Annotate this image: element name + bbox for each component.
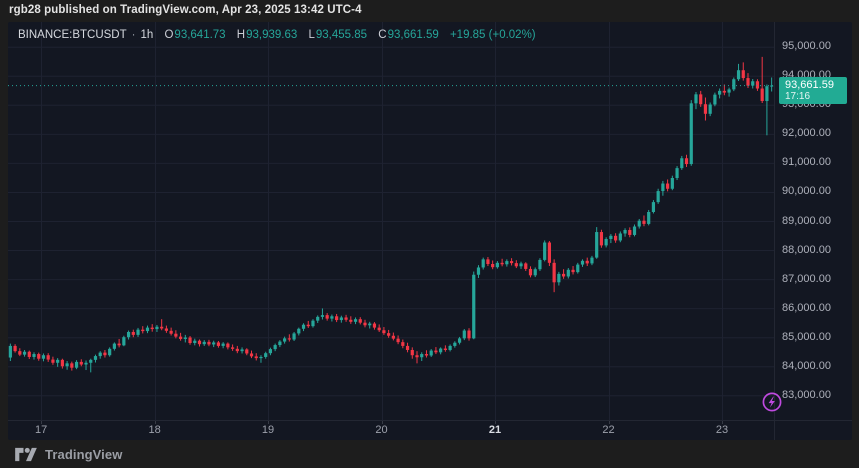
price-axis-label: 86,000.00 <box>782 301 831 314</box>
close-label: C <box>378 29 387 41</box>
time-axis-label: 21 <box>488 424 502 436</box>
attribution-text: rgb28 published on TradingView.com, Apr … <box>9 4 362 16</box>
high-value: 93,939.63 <box>246 29 298 41</box>
open-label: O <box>164 29 174 41</box>
symbol-label[interactable]: BINANCE:BTCUSDT <box>18 29 127 41</box>
price-axis-label: 92,000.00 <box>782 127 831 140</box>
time-axis-label: 18 <box>148 424 161 436</box>
time-axis-label: 19 <box>261 424 275 436</box>
tradingview-logo[interactable]: TradingView <box>14 447 122 462</box>
legend-separator: · <box>131 29 136 41</box>
price-axis-label: 85,000.00 <box>782 330 831 343</box>
bar-countdown: 17:16 <box>785 90 811 102</box>
price-axis-label: 87,000.00 <box>782 272 831 285</box>
chart-canvas[interactable] <box>8 22 852 440</box>
price-axis-label: 84,000.00 <box>782 359 831 372</box>
price-axis[interactable]: 95,000.00 94,000.00 93,000.00 92,000.00 91,0… <box>8 22 852 420</box>
close-value: 93,661.59 <box>387 29 439 41</box>
time-axis-label: 22 <box>602 424 615 436</box>
price-axis-label: 89,000.00 <box>782 214 831 227</box>
time-axis[interactable]: 17 18 19 20 21 22 23 <box>8 420 852 440</box>
open-value: 93,641.73 <box>174 29 226 41</box>
time-axis-label: 23 <box>715 424 729 436</box>
price-axis-label: 88,000.00 <box>782 243 831 256</box>
tradingview-wordmark: TradingView <box>45 446 123 462</box>
price-axis-label: 90,000.00 <box>782 185 831 198</box>
price-axis-label: 95,000.00 <box>782 40 831 53</box>
footer-bar: TradingView <box>0 440 859 468</box>
low-label: L <box>308 29 315 41</box>
last-price-tag: 93,661.59 17:16 <box>779 76 847 104</box>
time-axis-label: 20 <box>375 424 388 436</box>
time-axis-label: 17 <box>34 424 48 436</box>
last-price-value: 93,661.59 <box>785 78 834 91</box>
boost-button[interactable] <box>761 391 783 413</box>
price-axis-label: 83,000.00 <box>782 388 831 401</box>
legend: BINANCE:BTCUSDT · 1h O93,641.73 H93,939.63… <box>18 29 536 43</box>
tradingview-mark-icon <box>15 447 37 461</box>
change-value: +19.85 (+0.02%) <box>449 29 536 41</box>
price-axis-label: 91,000.00 <box>782 156 831 169</box>
lightning-icon <box>762 392 782 412</box>
chart-panel: BINANCE:BTCUSDT · 1h O93,641.73 H93,939.63… <box>8 22 852 440</box>
high-label: H <box>236 29 246 41</box>
low-value: 93,455.85 <box>315 29 368 41</box>
interval-label[interactable]: 1h <box>140 29 154 41</box>
